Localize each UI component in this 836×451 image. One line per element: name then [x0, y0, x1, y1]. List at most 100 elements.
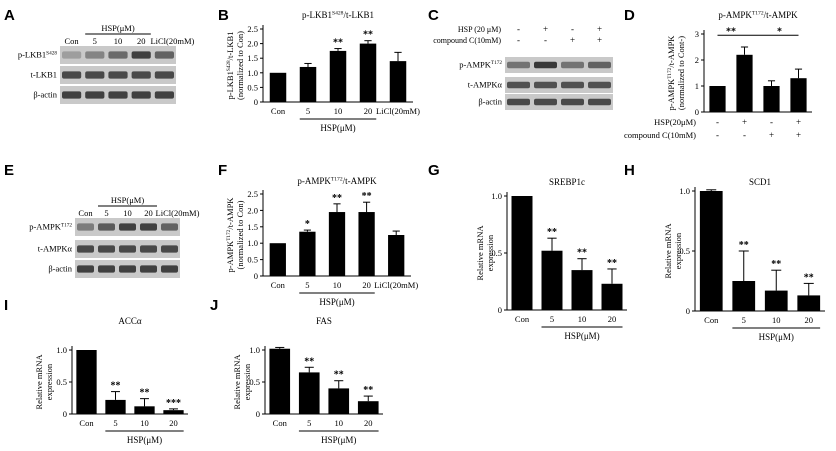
blot-band	[77, 265, 94, 273]
y-tick-label: 0	[254, 271, 258, 281]
blot-band	[507, 81, 530, 89]
bar	[76, 350, 97, 414]
bar	[163, 410, 184, 414]
y-tick-label: 0.5	[247, 255, 258, 265]
blot-band	[77, 223, 94, 231]
blot-row-label: p-LKB1S428	[18, 50, 58, 60]
x-tick-label: 5	[307, 418, 311, 428]
x-tick-label: Con	[271, 280, 286, 290]
western-blot-c: HSP (20 μM) - + - +compound C(10mM) - - + +p-AMP…	[433, 24, 613, 110]
bar	[388, 235, 405, 276]
blot-band	[588, 61, 611, 69]
blot-band	[588, 98, 611, 106]
x-tick-label: Con	[273, 418, 288, 428]
y-tick-label: 1.5	[247, 53, 258, 63]
y-axis-label: expression	[673, 232, 683, 269]
significance-mark: **	[607, 258, 617, 269]
treatment-sign: -	[716, 130, 719, 140]
y-tick-label: 0.5	[679, 246, 690, 256]
bar	[709, 86, 726, 112]
treatment-sign: +	[742, 117, 747, 127]
blot-band	[98, 265, 115, 273]
y-tick-label: 2.5	[247, 189, 258, 199]
blot-row-label: p-AMPKT172	[29, 222, 72, 232]
western-blot-e: HSP(μM) Con 5 10 20 LiCl(20mM) p-AMPKT172 t-AMP…	[29, 195, 200, 278]
y-tick-label: 0	[695, 107, 699, 117]
bar	[763, 86, 780, 112]
bar	[299, 231, 316, 276]
chart-title: FAS	[316, 316, 332, 326]
x-tick-label: LiCl(20mM)	[376, 106, 420, 116]
panel-letter-e: E	[4, 162, 14, 179]
y-tick-label: 2	[695, 55, 699, 65]
y-tick-label: 0.5	[491, 248, 502, 258]
lane-label: 20	[144, 208, 153, 218]
bar	[359, 43, 377, 102]
chart-title: ACCα	[118, 316, 142, 326]
significance-mark: **	[726, 26, 736, 37]
x-tick-label: 20	[364, 418, 373, 428]
bar-chart-b: p-LKB1S428/t-LKB1 0 0.5 1.0 1.5 2.0 2.5 p-LKB1S…	[225, 10, 420, 133]
significance-mark: **	[304, 356, 314, 367]
significance-mark: **	[363, 385, 373, 396]
y-axis-label: Relative mRNA	[34, 354, 44, 410]
bar	[797, 295, 821, 311]
x-axis-label: HSP(μM)	[320, 123, 355, 133]
bar	[269, 348, 291, 414]
chart-title: p-AMPKT172/t-AMPK	[718, 10, 798, 20]
x-axis-label: HSP(μM)	[564, 331, 599, 341]
y-tick-label: 0	[254, 97, 258, 107]
blot-band	[534, 61, 557, 69]
x-tick-label: 10	[772, 315, 781, 325]
blot-row-label: t-AMPKα	[468, 79, 503, 89]
group-label: HSP(μM)	[101, 23, 135, 33]
blot-band	[119, 265, 136, 273]
y-tick-label: 0	[63, 409, 67, 419]
lane-label: 5	[104, 208, 108, 218]
blot-band	[561, 98, 584, 106]
bar	[269, 243, 286, 276]
treatment-label: compound C(10mM)	[433, 36, 501, 45]
blot-band	[154, 51, 174, 59]
y-axis-label: expression	[44, 363, 54, 400]
blot-band	[85, 71, 105, 79]
blot-band	[62, 71, 82, 79]
blot-band	[108, 91, 128, 99]
treatment-sign: -	[743, 130, 746, 140]
y-tick-label: 1.0	[491, 191, 502, 201]
bar	[732, 281, 756, 311]
blot-band	[131, 51, 151, 59]
treatment-sign: +	[597, 35, 602, 45]
panel-letter-d: D	[624, 7, 635, 24]
x-tick-label: 10	[334, 106, 343, 116]
lane-label: Con	[78, 208, 93, 218]
blot-row-label: p-AMPKT172	[459, 59, 502, 69]
bar	[389, 61, 407, 102]
x-tick-label: 20	[169, 418, 178, 428]
x-tick-label: 10	[335, 418, 344, 428]
bar	[541, 250, 563, 310]
blot-band	[140, 245, 157, 253]
blot-band	[507, 98, 530, 106]
bar	[329, 50, 347, 102]
y-tick-label: 1.0	[249, 345, 260, 355]
blot-band	[588, 81, 611, 89]
x-tick-label: 20	[805, 315, 814, 325]
significance-mark: ***	[166, 398, 181, 409]
y-axis-label: p-AMPKT172/t-AMPK	[666, 35, 676, 111]
lane-label: LiCl(20mM)	[156, 208, 200, 218]
blot-band	[119, 223, 136, 231]
y-tick-label: 1	[695, 81, 699, 91]
blot-band	[98, 223, 115, 231]
y-tick-label: 0	[686, 306, 690, 316]
treatment-label: compound C(10mM)	[624, 130, 696, 140]
bar	[269, 72, 287, 102]
blot-band	[119, 245, 136, 253]
blot-row-label: β-actin	[33, 90, 57, 100]
y-tick-label: 0	[256, 409, 260, 419]
panel-letter-g: G	[428, 162, 440, 179]
bar	[699, 191, 723, 311]
treatment-sign: +	[796, 117, 801, 127]
